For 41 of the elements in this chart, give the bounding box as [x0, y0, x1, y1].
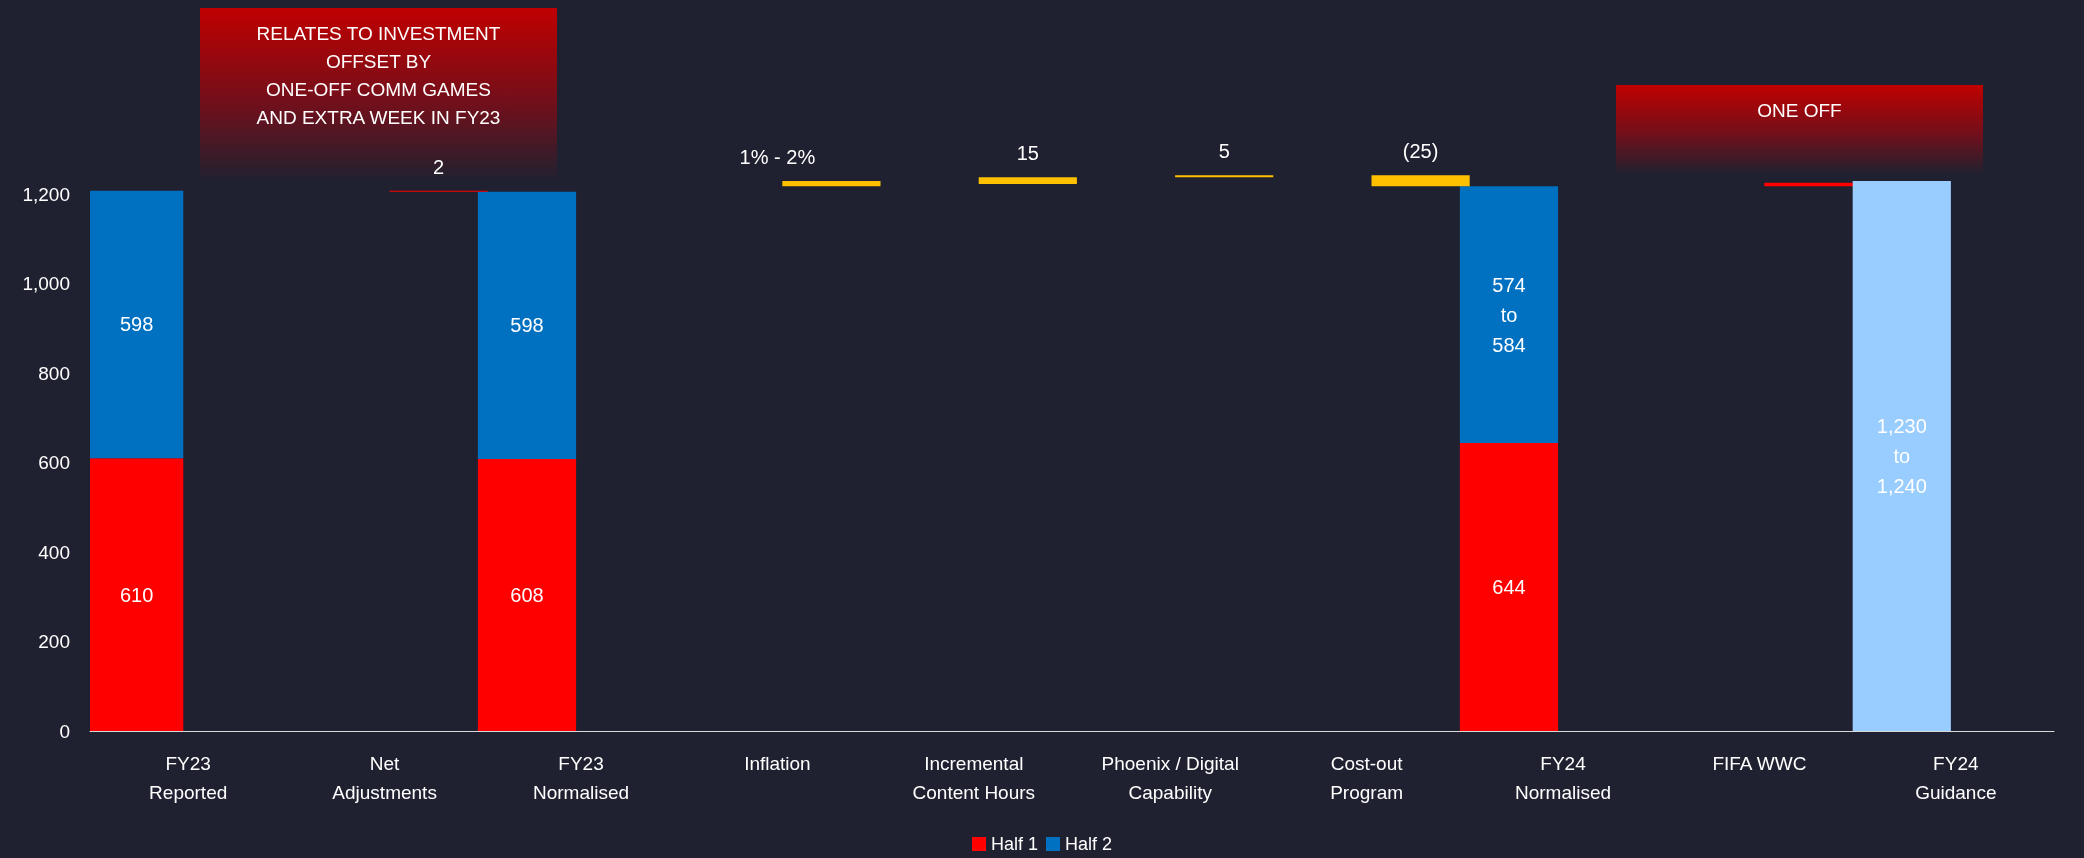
data-label: 574 to 584: [1492, 273, 1526, 356]
y-tick-label: 0: [59, 720, 70, 742]
data-label: 598: [510, 314, 544, 337]
bar: [1371, 175, 1470, 187]
data-label: 2: [433, 155, 445, 178]
x-tick-label: FIFA WWC: [1712, 753, 1807, 774]
bar: [978, 177, 1077, 185]
x-tick-label: Net Adjustments: [332, 753, 437, 803]
text: ONE OFF: [1756, 99, 1843, 123]
y-tick-label: 600: [38, 452, 70, 474]
data-label: 15: [1016, 142, 1039, 165]
data-label: 608: [510, 584, 544, 607]
x-tick-label: FY23 Normalised: [532, 753, 630, 803]
x-tick-label: FY24 Normalised: [1514, 753, 1612, 803]
y-tick-label: 200: [38, 631, 70, 653]
data-label: 598: [119, 313, 154, 336]
bar: [1459, 443, 1559, 731]
data-label: 1,230 to 1,240: [1876, 414, 1927, 497]
bar: [1852, 180, 1951, 731]
y-tick-label: 400: [38, 541, 70, 563]
y-tick-label: 1,200: [22, 183, 70, 205]
x-tick-label: Phoenix / Digital Capability: [1101, 753, 1239, 803]
data-label: 644: [1492, 576, 1526, 598]
x-tick-label: Cost-out Program: [1330, 753, 1404, 803]
data-label: 610: [119, 583, 154, 606]
bar: [1459, 186, 1559, 443]
text: RELATES TO INVESTMENT OFFSET BY ONE-OFF COMM GAMES AND EXTRA WEEK IN FY23: [255, 22, 502, 130]
legend-label: Half 1: [990, 834, 1039, 854]
legend-label: Half 2: [1065, 834, 1113, 854]
x-tick-label: Inflation: [744, 753, 811, 774]
bar: [477, 459, 577, 731]
y-tick-label: 1,000: [22, 273, 70, 295]
x-tick-label: FY23 Reported: [149, 753, 228, 803]
x-tick-label: FY24 Guidance: [1915, 753, 1997, 803]
y-tick-label: 800: [38, 362, 70, 384]
bar: [477, 191, 577, 460]
data-label: (25): [1402, 140, 1439, 163]
bar: [782, 180, 881, 187]
data-label: 5: [1218, 140, 1230, 163]
x-tick-label: Incremental Content Hours: [912, 753, 1036, 803]
annotation: 1% - 2%: [739, 145, 816, 168]
